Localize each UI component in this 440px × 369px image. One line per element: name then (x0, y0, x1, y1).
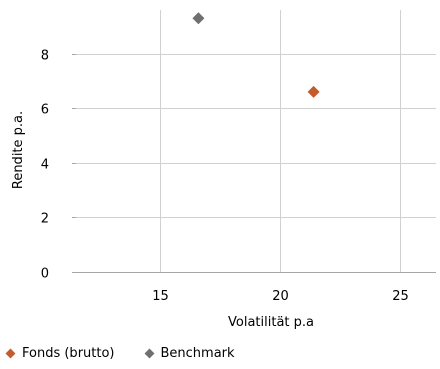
axes (72, 54, 436, 273)
data-points (192, 12, 320, 98)
x-tick-label: 15 (152, 289, 169, 304)
fonds-diamond-icon (5, 348, 16, 359)
benchmark-data-point (192, 12, 205, 25)
legend: Fonds (brutto) Benchmark (5, 346, 265, 361)
y-tick-label: 4 (41, 158, 49, 173)
legend-label-fonds: Fonds (brutto) (22, 346, 115, 361)
legend-item-benchmark: Benchmark (144, 346, 235, 361)
grid-lines (76, 10, 436, 272)
y-tick-label: 0 (41, 267, 49, 282)
legend-label-benchmark: Benchmark (160, 346, 235, 361)
fonds-data-point (307, 85, 320, 98)
y-tick-label: 6 (41, 103, 49, 118)
y-axis-title: Rendite p.a. (11, 111, 26, 189)
benchmark-diamond-icon (144, 348, 154, 359)
legend-item-fonds: Fonds (brutto) (5, 346, 115, 361)
tick-labels: 0 2 4 6 8 15 20 25 (41, 49, 409, 305)
y-tick-label: 2 (41, 212, 49, 227)
x-tick-label: 25 (392, 289, 409, 304)
y-tick-label: 8 (41, 49, 49, 64)
x-tick-label: 20 (272, 289, 289, 304)
x-axis-title: Volatilität p.a (228, 315, 314, 330)
